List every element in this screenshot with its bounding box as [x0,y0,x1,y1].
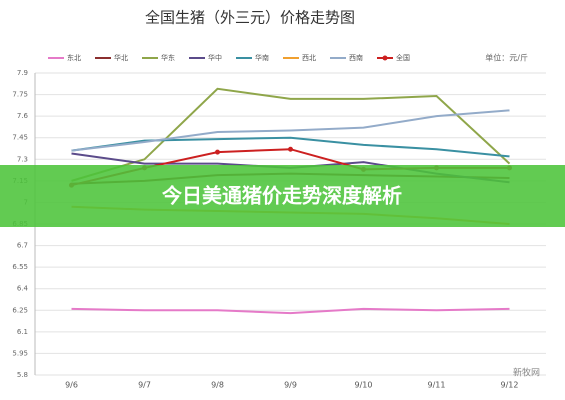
x-tick-label: 9/6 [65,381,78,390]
y-tick-label: 7.75 [12,91,28,99]
y-tick-label: 6.1 [17,328,28,336]
y-tick-label: 6.55 [12,263,28,271]
series-line [71,307,510,315]
legend-label: 华中 [208,53,222,62]
y-tick-label: 5.95 [12,349,28,357]
x-tick-label: 9/8 [211,381,224,390]
unit-label: 单位：元/斤 [485,53,528,63]
x-tick-label: 9/9 [284,381,297,390]
y-tick-label: 6.25 [12,306,28,314]
point [215,149,220,155]
legend-label: 西北 [302,54,316,62]
y-tick-label: 7.6 [17,112,29,120]
legend-label: 华南 [255,53,269,62]
series-line [71,109,510,152]
legend-label: 华东 [161,53,175,62]
x-tick-label: 9/11 [428,381,446,390]
y-tick-label: 6.7 [17,242,28,250]
y-tick-label: 7.3 [17,155,28,163]
series-line [71,87,511,182]
watermark: 新牧网 [513,367,540,379]
banner-band [0,165,565,227]
y-tick-label: 7.45 [12,134,28,142]
legend-label: 全国 [396,53,410,62]
legend-label: 东北 [67,53,81,62]
legend: 东北 华北 华东 华中 华南 西北 西南 全国 [48,53,410,62]
point [288,146,293,152]
y-tick-label: 5.8 [17,371,28,379]
y-tick-label: 6.4 [17,285,29,293]
banner-text: 今日美通猪价走势深度解析 [162,184,402,208]
x-tick-label: 9/12 [501,381,519,390]
y-tick-label: 7.9 [17,69,28,77]
legend-label: 华北 [114,53,128,62]
x-tick-label: 9/10 [355,381,373,390]
legend-marker [382,55,388,61]
chart-title: 全国生猪（外三元）价格走势图 [145,9,355,27]
x-tick-label: 9/7 [138,381,151,390]
legend-label: 西南 [349,53,363,62]
series-line [71,136,510,158]
